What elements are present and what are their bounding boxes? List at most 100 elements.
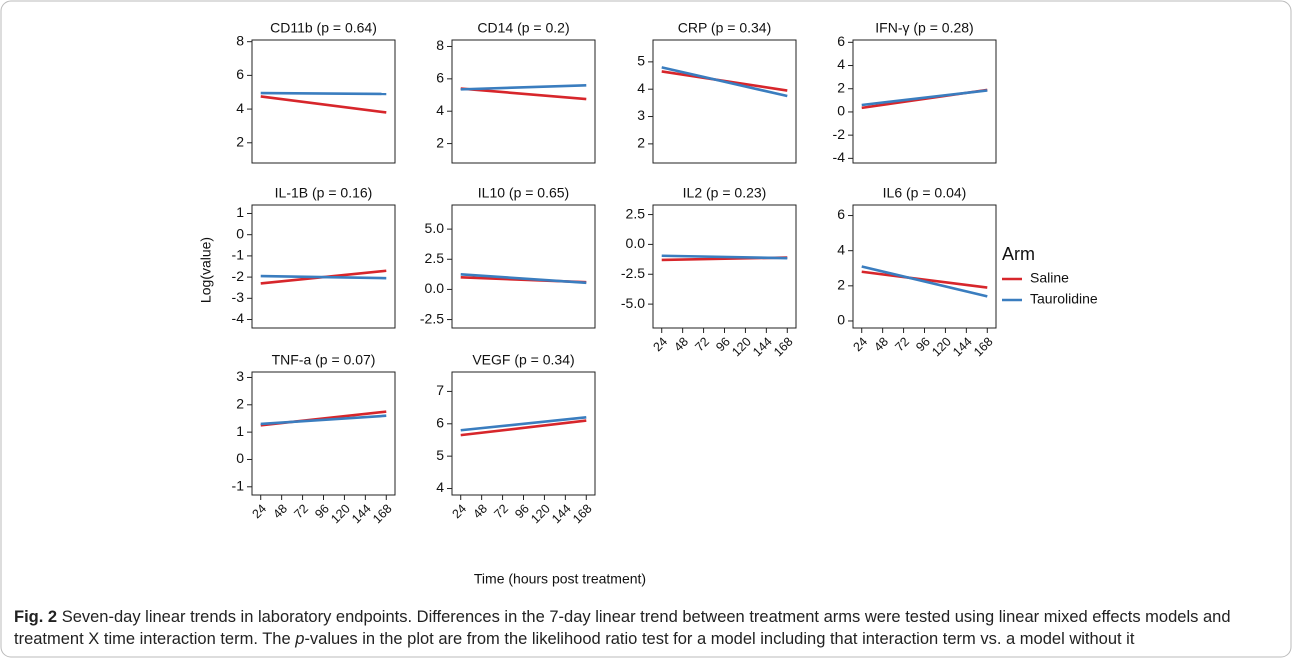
y-tick-label: 5.0 <box>425 220 445 236</box>
x-tick-label: 72 <box>692 335 712 355</box>
y-tick-label: 0 <box>837 103 845 119</box>
x-tick-label: 72 <box>892 335 912 355</box>
y-tick-label: 0 <box>236 450 244 466</box>
panel-border <box>251 39 396 164</box>
y-tick-label: 0.0 <box>626 235 646 251</box>
y-tick-label: 4 <box>436 479 444 495</box>
x-tick-label: 144 <box>750 335 775 360</box>
y-tick-label: 1 <box>236 204 244 220</box>
y-tick-label: 2 <box>637 135 645 151</box>
trend-line <box>260 95 387 114</box>
y-tick-label: -2.5 <box>420 310 444 326</box>
caption-italic: p <box>295 630 305 648</box>
panel-border <box>451 204 596 329</box>
x-tick-label: 24 <box>449 502 469 522</box>
trend-line <box>460 273 587 285</box>
y-tick-label: 6 <box>436 70 444 86</box>
x-tick-label: 168 <box>771 335 796 360</box>
x-tick-label: 168 <box>971 335 996 360</box>
legend-label: Taurolidine <box>1030 291 1098 307</box>
y-tick-label: 2 <box>837 277 845 293</box>
y-tick-label: 3 <box>637 107 645 123</box>
x-tick-label: 48 <box>270 502 290 522</box>
y-tick-label: -1 <box>232 478 245 494</box>
panel-title: IFN-γ (p = 0.28) <box>875 20 973 36</box>
y-tick-label: 4 <box>837 56 845 72</box>
panel-border <box>652 39 797 164</box>
y-tick-label: 2 <box>837 79 845 95</box>
trend-line <box>861 89 988 107</box>
panel-title: CD14 (p = 0.2) <box>477 20 569 36</box>
y-tick-label: 3 <box>236 368 244 384</box>
y-tick-label: 7 <box>436 382 444 398</box>
y-tick-label: 6 <box>236 66 244 82</box>
trend-line <box>861 270 988 289</box>
trend-line <box>661 66 788 98</box>
panel-border <box>451 39 596 164</box>
panel-title: CRP (p = 0.34) <box>678 20 772 36</box>
y-tick-label: 0.0 <box>425 280 445 296</box>
panel-border <box>652 204 797 329</box>
caption: Fig. 2 Seven-day linear trends in labora… <box>14 606 1276 650</box>
trend-line <box>460 84 587 91</box>
y-tick-label: 2.5 <box>425 250 445 266</box>
trend-line <box>460 419 587 437</box>
y-tick-label: 0 <box>236 225 244 241</box>
x-tick-label: 168 <box>370 502 395 527</box>
x-tick-label: 120 <box>328 502 353 527</box>
trend-line <box>260 274 387 280</box>
x-tick-label: 144 <box>549 502 574 527</box>
x-axis-label: Time (hours post treatment) <box>474 571 646 587</box>
y-tick-label: -2 <box>232 268 245 284</box>
y-tick-label: 4 <box>236 100 244 116</box>
panel-border <box>852 204 997 329</box>
x-tick-label: 144 <box>349 502 374 527</box>
panel-border <box>852 39 997 164</box>
y-tick-label: 0 <box>837 312 845 328</box>
y-tick-label: -1 <box>232 247 245 263</box>
x-tick-label: 72 <box>491 502 511 522</box>
x-tick-label: 168 <box>570 502 595 527</box>
y-tick-label: 2 <box>236 133 244 149</box>
y-tick-label: -2.5 <box>621 265 645 281</box>
y-tick-label: 8 <box>236 32 244 48</box>
x-tick-label: 144 <box>950 335 975 360</box>
panel-title: VEGF (p = 0.34) <box>472 352 574 368</box>
y-tick-label: -4 <box>833 149 846 165</box>
y-axis-label: Log(value) <box>198 237 214 303</box>
y-tick-label: 5 <box>637 53 645 69</box>
y-tick-label: -5.0 <box>621 295 645 311</box>
x-tick-label: 24 <box>249 502 269 522</box>
panel-border <box>251 204 396 329</box>
panel-border <box>251 371 396 496</box>
panel-title: IL2 (p = 0.23) <box>683 185 767 201</box>
x-tick-label: 24 <box>650 335 670 355</box>
trend-line <box>260 414 387 426</box>
caption-title: Seven-day linear trends in laboratory en… <box>61 608 413 626</box>
y-tick-label: -2 <box>833 126 846 142</box>
x-tick-label: 72 <box>291 502 311 522</box>
x-tick-label: 48 <box>470 502 490 522</box>
panel-title: IL-1B (p = 0.16) <box>275 185 373 201</box>
panel-title: CD11b (p = 0.64) <box>270 20 377 36</box>
y-tick-label: 4 <box>837 241 845 257</box>
y-tick-label: 1 <box>236 423 244 439</box>
caption-label: Fig. 2 <box>14 608 58 626</box>
y-tick-label: 5 <box>436 447 444 463</box>
trend-line <box>661 254 788 260</box>
trend-line <box>260 91 387 96</box>
x-tick-label: 24 <box>850 335 870 355</box>
y-tick-label: 6 <box>436 414 444 430</box>
caption-text: -values in the plot are from the likelih… <box>304 630 1135 648</box>
y-tick-label: -4 <box>232 310 245 326</box>
panel-title: IL6 (p = 0.04) <box>883 185 967 201</box>
panel-title: TNF-a (p = 0.07) <box>272 352 376 368</box>
x-tick-label: 120 <box>929 335 954 360</box>
trend-line <box>861 265 988 298</box>
y-tick-label: 4 <box>637 80 645 96</box>
x-tick-label: 120 <box>729 335 754 360</box>
y-tick-label: 2 <box>236 396 244 412</box>
